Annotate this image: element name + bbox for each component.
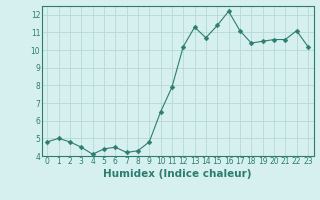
X-axis label: Humidex (Indice chaleur): Humidex (Indice chaleur)	[103, 169, 252, 179]
